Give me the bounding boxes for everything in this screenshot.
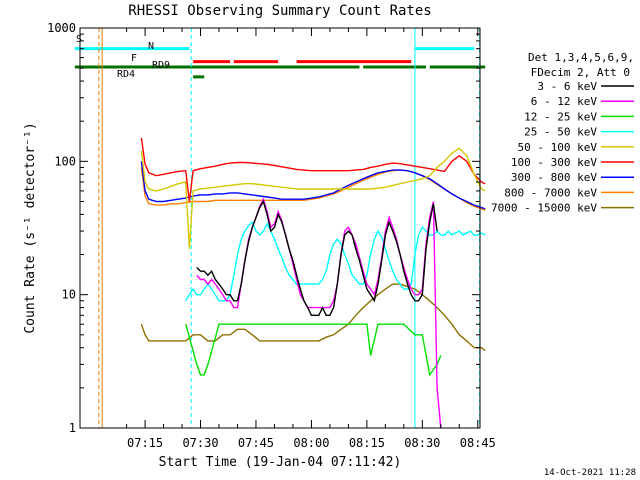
flag-bars (74, 47, 486, 79)
flag-annotation: N (148, 41, 154, 52)
flag-annotation: RD4 (117, 69, 135, 80)
x-tick-label: 07:15 (127, 436, 163, 450)
legend-header: FDecim 2, Att 0 (531, 66, 630, 79)
legend-label: 50 - 100 keV (518, 141, 598, 154)
legend-label: 800 - 7000 keV (504, 186, 597, 199)
y-tick-label: 100 (54, 154, 76, 168)
x-tick-label: 08:15 (349, 436, 385, 450)
legend: Det 1,3,4,5,6,9, FDecim 2, Att 03 - 6 keV… (491, 51, 634, 215)
y-tick-label: 1000 (47, 21, 76, 35)
chart-title: RHESSI Observing Summary Count Rates (128, 3, 431, 19)
series-line (185, 323, 442, 377)
legend-label: 7000 - 15000 keV (491, 202, 597, 215)
x-tick-label: 07:45 (238, 436, 274, 450)
legend-label: 12 - 25 keV (524, 110, 597, 123)
flag-annotation: RD9 (152, 60, 170, 71)
series-line (140, 283, 486, 352)
plot-frame (79, 27, 481, 429)
legend-label: 300 - 800 keV (511, 171, 597, 184)
footer-timestamp: 14-Oct-2021 11:28 (544, 468, 636, 478)
legend-label: 25 - 50 keV (524, 126, 597, 139)
series-lines (140, 137, 486, 429)
series-line (196, 199, 438, 316)
annotations: S NF RD9 RD4 (76, 34, 170, 80)
flag-annotation: F (131, 53, 137, 64)
series-line (140, 137, 486, 202)
x-axis: 07:15 07:30 07:45 08:00 08:15 08:30 08:45 (126, 28, 496, 450)
legend-label: 3 - 6 keV (537, 80, 597, 93)
x-tick-label: 08:30 (404, 436, 440, 450)
x-axis-title: Start Time (19-Jan-04 07:11:42) (159, 455, 402, 470)
legend-label: 100 - 300 keV (511, 156, 597, 169)
y-tick-label: 1 (69, 421, 76, 435)
x-tick-label: 08:00 (293, 436, 329, 450)
series-line (185, 220, 486, 302)
y-axis-title: Count Rate (s⁻¹ detector⁻¹) (23, 122, 38, 333)
x-tick-label: 07:30 (182, 436, 218, 450)
y-axis: 1 10 100 1000 (47, 21, 480, 435)
x-tick-label: 08:45 (460, 436, 496, 450)
legend-label: 6 - 12 keV (531, 95, 598, 108)
series-line (140, 147, 486, 250)
y-tick-label: 10 (62, 288, 76, 302)
legend-header: Det 1,3,4,5,6,9, (528, 51, 634, 64)
flag-annotation: S (76, 34, 82, 45)
